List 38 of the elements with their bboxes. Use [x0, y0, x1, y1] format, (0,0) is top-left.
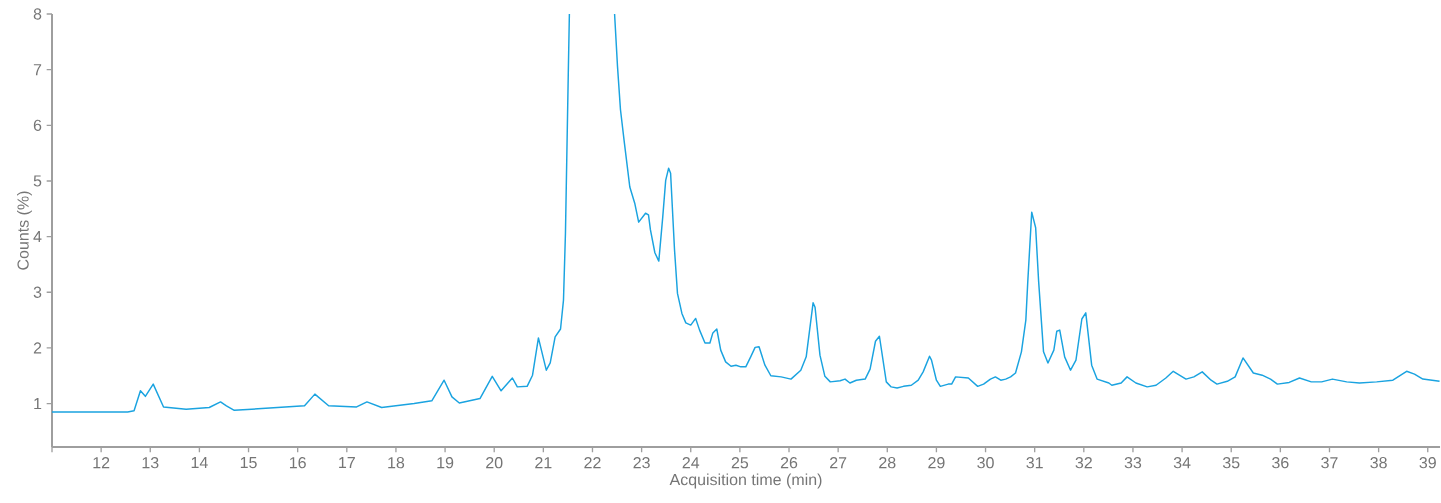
x-tick-label: 29: [928, 457, 945, 469]
x-tick-label: 23: [633, 457, 650, 469]
x-tick-label: 18: [388, 457, 405, 469]
x-tick-label: 15: [240, 457, 257, 469]
x-tick-label: 14: [191, 457, 208, 469]
y-tick-label: 8: [33, 8, 42, 20]
x-tick-label: 16: [289, 457, 306, 469]
x-tick-label: 34: [1173, 457, 1191, 469]
x-tick-label: 13: [142, 457, 159, 469]
y-tick-label: 7: [33, 64, 42, 76]
x-tick-label: 30: [977, 457, 994, 469]
x-tick-label: 35: [1222, 457, 1240, 469]
x-tick-label: 32: [1075, 457, 1092, 469]
x-tick-label: 17: [339, 457, 355, 469]
x-tick-label: 19: [437, 457, 454, 469]
x-tick-label: 26: [780, 457, 798, 469]
x-tick-label: 36: [1272, 457, 1289, 469]
x-tick-label: 25: [731, 457, 749, 469]
x-tick-label: 20: [486, 457, 503, 469]
y-tick-label: 2: [33, 342, 42, 354]
x-tick-label: 31: [1026, 457, 1043, 469]
x-tick-label: 37: [1321, 457, 1338, 469]
y-tick-label: 3: [33, 286, 42, 298]
x-axis-title: Acquisition time (min): [669, 473, 822, 489]
x-tick-label: 27: [830, 457, 847, 469]
y-tick-label: 4: [33, 231, 42, 243]
x-tick-label: 24: [682, 457, 700, 469]
x-tick-label: 12: [93, 457, 110, 469]
y-tick-label: 1: [34, 398, 42, 410]
y-tick-label: 5: [33, 175, 42, 187]
x-tick-label: 22: [584, 457, 601, 469]
x-tick-label: 28: [879, 457, 896, 469]
x-tick-label: 21: [535, 457, 552, 469]
x-tick-label: 33: [1124, 457, 1142, 469]
x-tick-label: 38: [1370, 457, 1387, 469]
y-axis-title: Counts (%): [17, 191, 32, 270]
x-tick-label: 39: [1419, 457, 1436, 469]
y-tick-label: 6: [33, 119, 42, 131]
